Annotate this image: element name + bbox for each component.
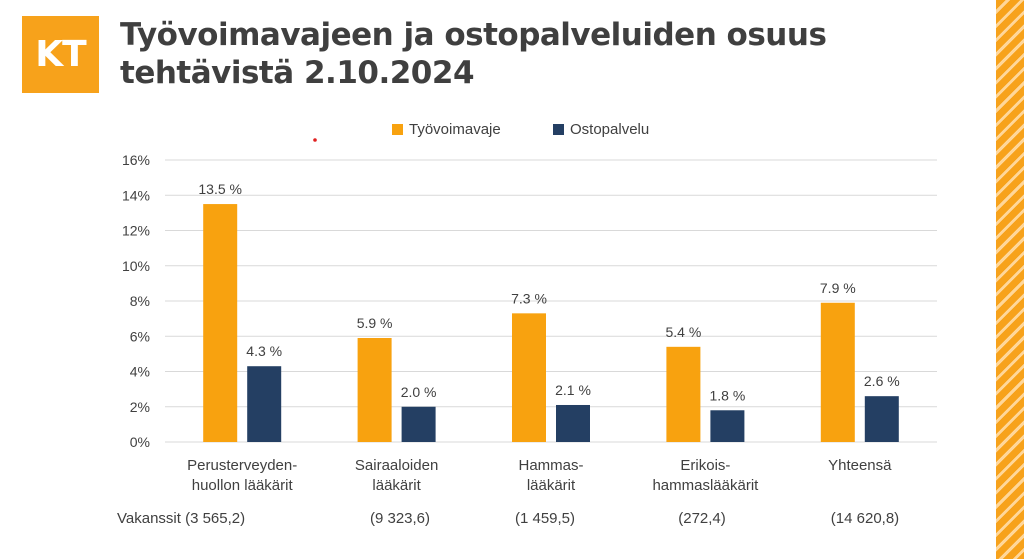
bar-ostopalvelu [556, 404, 590, 442]
title-line-1: Työvoimavajeen ja ostopalveluiden osuus [120, 17, 827, 53]
bar-tyovoimavaje [666, 346, 701, 442]
data-label: 5.4 % [665, 324, 701, 340]
y-tick-label: 16% [122, 152, 150, 168]
data-label: 7.3 % [511, 290, 547, 306]
x-category-label: lääkärit [372, 477, 421, 494]
y-tick-label: 2% [130, 399, 150, 415]
data-label: 7.9 % [820, 280, 856, 296]
kt-logo: KT [22, 16, 99, 93]
y-tick-label: 0% [130, 434, 150, 450]
title-line-2: tehtävistä 2.10.2024 [120, 55, 475, 91]
vacancy-label: (272,4) [678, 510, 726, 527]
y-tick-label: 12% [122, 223, 150, 239]
x-category-label: Perusterveyden- [187, 457, 297, 474]
bar-ostopalvelu [864, 396, 899, 442]
bar-ostopalvelu [710, 410, 745, 442]
legend-label: Ostopalvelu [570, 121, 649, 138]
x-category-label: lääkärit [527, 477, 576, 494]
decorative-stripe [996, 0, 1024, 559]
y-tick-label: 4% [130, 364, 150, 380]
legend-swatch [553, 124, 564, 135]
y-tick-label: 6% [130, 328, 150, 344]
x-category-label: huollon lääkärit [192, 477, 294, 494]
y-tick-label: 10% [122, 258, 150, 274]
data-label: 2.1 % [555, 382, 591, 398]
vacancy-label: (9 323,6) [370, 510, 430, 527]
bar-tyovoimavaje [820, 302, 855, 442]
data-label: 5.9 % [357, 315, 393, 331]
x-category-label: Hammas- [518, 457, 583, 474]
x-category-label: Erikois- [680, 457, 730, 474]
bar-tyovoimavaje [203, 204, 238, 442]
bar-ostopalvelu [401, 406, 436, 442]
x-category-label: hammaslääkärit [652, 477, 759, 494]
x-category-label: Yhteensä [828, 457, 892, 474]
red-dot-mark [313, 138, 317, 142]
data-label: 1.8 % [709, 387, 745, 403]
kt-logo-text: KT [35, 34, 86, 75]
legend-swatch [392, 124, 403, 135]
y-tick-label: 8% [130, 293, 150, 309]
x-category-label: Sairaaloiden [355, 457, 438, 474]
vacancy-label: (1 459,5) [515, 510, 575, 527]
y-tick-label: 14% [122, 187, 150, 203]
data-label: 13.5 % [198, 181, 242, 197]
page-title: Työvoimavajeen ja ostopalveluiden osuus … [120, 16, 880, 92]
bar-chart: 0% 2% 4% 6% 8% 10% 12% 14% 16% 13.5 % 5.9 % 7.3 % 5.… [117, 121, 937, 527]
data-label: 2.0 % [401, 384, 437, 400]
legend-label: Työvoimavaje [409, 121, 501, 138]
vacancy-label: (14 620,8) [831, 510, 899, 527]
bar-tyovoimavaje [357, 338, 392, 442]
vacancy-label: Vakanssit (3 565,2) [117, 510, 245, 527]
bar-ostopalvelu [247, 366, 282, 442]
data-label: 2.6 % [864, 373, 900, 389]
bar-tyovoimavaje [512, 313, 546, 442]
data-label: 4.3 % [246, 343, 282, 359]
